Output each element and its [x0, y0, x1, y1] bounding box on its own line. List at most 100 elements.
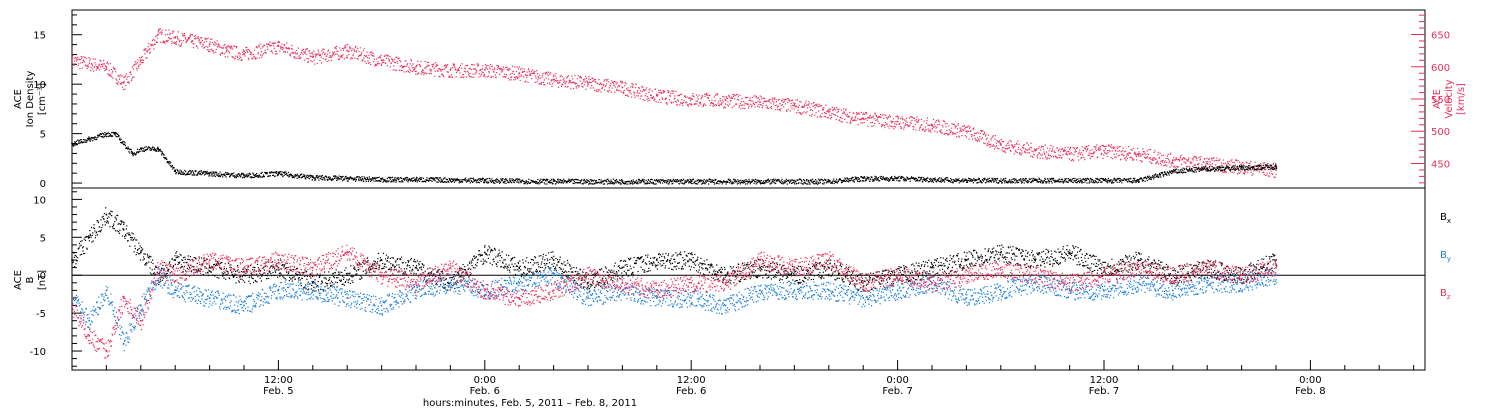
- data-point: [513, 79, 515, 81]
- data-point: [801, 106, 803, 108]
- data-point: [968, 127, 971, 129]
- data-point: [314, 179, 317, 181]
- data-point: [631, 182, 633, 184]
- data-point: [941, 132, 943, 134]
- data-point: [335, 177, 337, 179]
- data-point: [1121, 154, 1123, 156]
- data-point: [293, 55, 296, 58]
- data-point: [423, 74, 425, 76]
- data-point: [206, 38, 208, 40]
- data-point: [169, 160, 171, 163]
- data-point: [635, 179, 637, 181]
- data-point: [990, 143, 992, 145]
- data-point: [1236, 159, 1238, 161]
- data-point: [1149, 161, 1151, 163]
- data-point: [326, 60, 328, 63]
- data-point: [1087, 154, 1089, 156]
- data-point: [1045, 157, 1047, 159]
- data-point: [688, 97, 690, 99]
- data-point: [872, 115, 874, 117]
- data-point: [632, 183, 634, 185]
- data-point: [1042, 146, 1044, 148]
- data-point: [483, 181, 486, 184]
- data-point: [862, 117, 864, 120]
- data-point: [1134, 153, 1137, 155]
- data-point: [453, 178, 455, 180]
- data-point: [317, 177, 319, 179]
- data-point: [462, 74, 465, 76]
- data-point: [174, 41, 176, 43]
- data-point: [698, 94, 700, 96]
- data-point: [931, 123, 933, 126]
- data-point: [914, 178, 916, 180]
- data-point: [965, 130, 968, 133]
- data-point: [643, 181, 646, 183]
- data-point: [702, 180, 705, 182]
- data-point: [710, 102, 712, 104]
- data-point: [349, 48, 351, 50]
- data-point: [700, 98, 702, 100]
- data-point: [1165, 164, 1167, 166]
- data-point: [434, 70, 436, 72]
- data-point: [1158, 163, 1160, 165]
- data-point: [405, 176, 407, 178]
- data-point: [283, 172, 286, 174]
- data-point: [548, 71, 550, 73]
- data-point: [272, 174, 275, 177]
- data-point: [622, 182, 624, 184]
- data-point: [219, 175, 221, 177]
- data-point: [346, 55, 348, 57]
- data-point: [303, 176, 305, 178]
- velocity-axis-label: [km/s]: [1456, 83, 1467, 115]
- data-point: [261, 171, 263, 174]
- data-point: [896, 179, 898, 181]
- data-point: [165, 29, 167, 31]
- data-point: [216, 171, 218, 174]
- data-point: [937, 179, 939, 181]
- data-point: [1099, 145, 1101, 148]
- data-point: [531, 181, 533, 183]
- data-point: [493, 67, 496, 69]
- data-point: [96, 138, 98, 141]
- data-point: [482, 72, 484, 74]
- data-point: [827, 181, 829, 183]
- data-point: [648, 179, 650, 181]
- data-point: [488, 181, 490, 183]
- data-point: [498, 67, 500, 70]
- data-point: [348, 50, 350, 52]
- data-point: [1070, 159, 1073, 162]
- data-point: [1091, 155, 1094, 157]
- data-point: [976, 140, 978, 142]
- data-point: [579, 75, 582, 78]
- data-point: [336, 176, 338, 178]
- data-point: [950, 181, 952, 184]
- data-point: [589, 78, 591, 81]
- data-point: [360, 179, 362, 181]
- data-point: [140, 148, 142, 150]
- data-point: [637, 95, 640, 97]
- data-point: [341, 176, 343, 179]
- data-point: [394, 178, 396, 180]
- data-point: [446, 181, 448, 184]
- data-point: [833, 108, 835, 110]
- data-point: [384, 178, 386, 181]
- data-point: [904, 178, 907, 180]
- data-point: [631, 82, 633, 85]
- data-point: [949, 133, 951, 135]
- data-point: [412, 179, 415, 182]
- data-point: [810, 115, 812, 117]
- data-point: [703, 103, 705, 105]
- data-point: [1120, 151, 1122, 153]
- data-point: [592, 87, 594, 89]
- data-point: [456, 70, 458, 72]
- data-point: [600, 91, 602, 93]
- data-point: [227, 172, 229, 174]
- data-point: [741, 181, 743, 183]
- data-point: [1036, 157, 1039, 159]
- data-point: [944, 181, 946, 183]
- data-point: [628, 90, 631, 92]
- data-point: [938, 180, 940, 183]
- data-point: [1220, 170, 1222, 172]
- data-point: [452, 180, 454, 182]
- data-point: [551, 182, 553, 184]
